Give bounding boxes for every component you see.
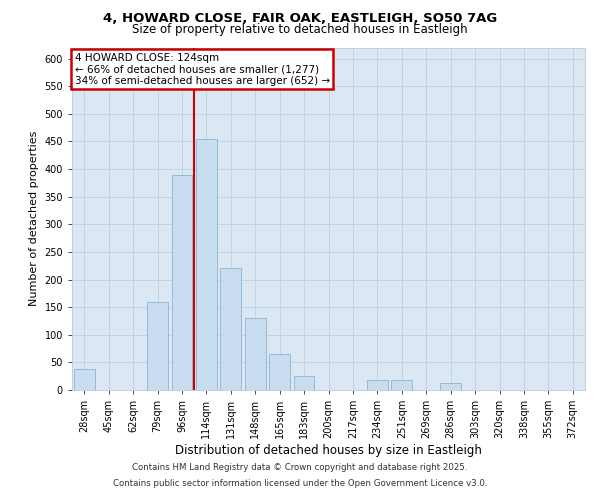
Bar	[440, 384, 461, 390]
Text: Size of property relative to detached houses in Eastleigh: Size of property relative to detached ho…	[132, 22, 468, 36]
Bar	[220, 268, 241, 390]
Text: Contains public sector information licensed under the Open Government Licence v3: Contains public sector information licen…	[113, 478, 487, 488]
X-axis label: Distribution of detached houses by size in Eastleigh: Distribution of detached houses by size …	[175, 444, 482, 457]
Y-axis label: Number of detached properties: Number of detached properties	[29, 131, 39, 306]
Bar	[269, 354, 290, 390]
Bar	[391, 380, 412, 390]
Bar	[147, 302, 168, 390]
Bar	[172, 174, 193, 390]
Text: 4 HOWARD CLOSE: 124sqm
← 66% of detached houses are smaller (1,277)
34% of semi-: 4 HOWARD CLOSE: 124sqm ← 66% of detached…	[74, 52, 329, 86]
Text: 4, HOWARD CLOSE, FAIR OAK, EASTLEIGH, SO50 7AG: 4, HOWARD CLOSE, FAIR OAK, EASTLEIGH, SO…	[103, 12, 497, 26]
Bar	[245, 318, 266, 390]
Bar	[367, 380, 388, 390]
Text: Contains HM Land Registry data © Crown copyright and database right 2025.: Contains HM Land Registry data © Crown c…	[132, 464, 468, 472]
Bar	[74, 369, 95, 390]
Bar	[196, 138, 217, 390]
Bar	[293, 376, 314, 390]
